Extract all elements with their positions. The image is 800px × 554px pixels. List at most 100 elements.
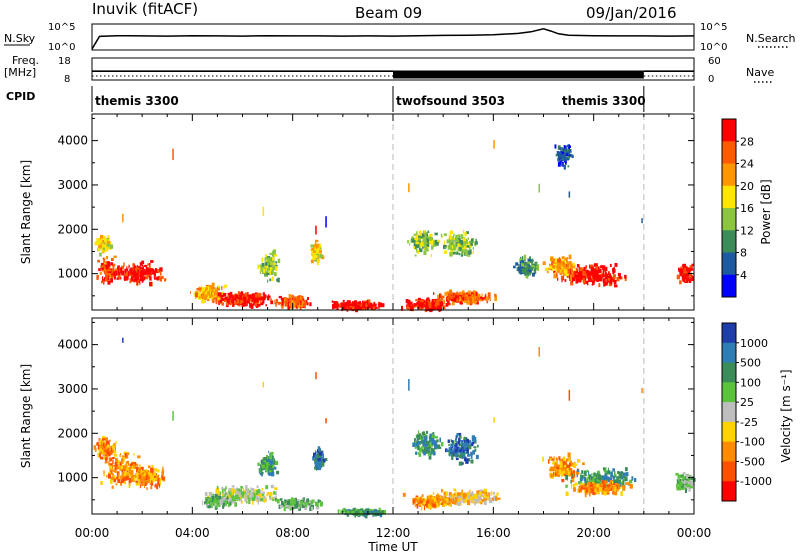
radar-cell: [128, 469, 132, 472]
radar-cell: [455, 250, 457, 253]
radar-cell: [240, 486, 244, 489]
radar-cell: [257, 489, 261, 493]
radar-cell: [467, 298, 469, 302]
radar-cell: [197, 288, 199, 291]
radar-cell: [441, 441, 444, 447]
radar-cell: [265, 262, 268, 266]
radar-cell: [147, 479, 150, 484]
radar-cell: [487, 492, 490, 496]
radar-cell: [149, 281, 152, 287]
radar-cell: [129, 280, 132, 284]
radar-cell: [111, 268, 115, 273]
radar-cell: [245, 497, 250, 500]
radar-cell: [461, 496, 465, 500]
radar-cell: [151, 464, 154, 469]
radar-cell: [291, 505, 294, 508]
radar-cell: [110, 458, 112, 462]
radar-cell: [229, 497, 232, 502]
radar-cell: [527, 261, 529, 265]
radar-cell: [159, 267, 163, 272]
radar-cell: [255, 293, 258, 298]
radar-cell: [426, 243, 430, 247]
radar-cell: [538, 183, 540, 193]
radar-cell: [111, 258, 114, 261]
radar-cell: [618, 481, 621, 485]
radar-cell: [533, 263, 537, 267]
radar-cell: [381, 303, 385, 308]
radar-cell: [426, 504, 430, 508]
cpid-label: CPID: [6, 90, 35, 103]
radar-cell: [207, 291, 210, 295]
radar-cell: [609, 263, 612, 267]
radar-cell: [288, 505, 292, 509]
radar-cell: [139, 484, 141, 489]
radar-cell: [259, 490, 262, 494]
radar-cell: [154, 277, 157, 280]
radar-cell: [451, 440, 454, 443]
radar-cell: [450, 452, 453, 455]
radar-cell: [237, 488, 241, 492]
radar-cell: [269, 454, 273, 460]
radar-cell: [553, 270, 556, 274]
radar-cell: [234, 301, 238, 305]
radar-cell: [568, 145, 571, 148]
radar-cell: [314, 466, 316, 470]
radar-cell: [417, 297, 421, 301]
radar-cell: [602, 265, 606, 270]
radar-cell: [229, 291, 233, 297]
radar-cell: [221, 291, 224, 296]
radar-cell: [250, 487, 252, 491]
radar-cell: [558, 258, 562, 263]
radar-cell: [416, 504, 419, 509]
radar-cell: [260, 459, 264, 463]
radar-cell: [136, 468, 139, 473]
radar-cell: [563, 145, 566, 149]
radar-cell: [568, 457, 570, 462]
radar-cell: [287, 302, 290, 307]
radar-cell: [484, 295, 487, 300]
radar-cell: [231, 495, 233, 499]
radar-cell: [318, 244, 322, 248]
radar-cell: [487, 292, 491, 297]
radar-cell: [310, 504, 314, 508]
radar-cell: [622, 472, 626, 476]
radar-cell: [429, 233, 433, 237]
radar-cell: [101, 438, 105, 441]
radar-cell: [363, 511, 366, 516]
colorbar-swatch: [722, 230, 736, 253]
radar-cell: [227, 294, 229, 299]
radar-cell: [592, 280, 595, 286]
velocity-data: [93, 337, 696, 519]
radar-cell: [324, 458, 328, 461]
radar-cell: [570, 262, 573, 266]
radar-cell: [133, 474, 137, 479]
radar-cell: [319, 254, 323, 259]
radar-cell: [682, 264, 685, 267]
radar-cell: [263, 460, 266, 463]
radar-cell: [460, 492, 463, 496]
radar-cell: [561, 160, 563, 165]
radar-cell: [416, 499, 420, 504]
radar-cell: [106, 243, 110, 247]
radar-cell: [103, 472, 105, 477]
radar-cell: [120, 481, 123, 486]
radar-cell: [275, 491, 277, 496]
radar-cell: [572, 262, 575, 267]
radar-cell: [422, 502, 424, 507]
radar-cell: [202, 300, 207, 304]
radar-cell: [485, 296, 489, 301]
radar-cell: [352, 303, 356, 306]
radar-cell: [593, 472, 596, 477]
radar-cell: [493, 140, 495, 149]
radar-cell: [591, 476, 593, 480]
radar-cell: [466, 292, 468, 295]
radar-cell: [415, 497, 420, 502]
radar-cell: [342, 508, 346, 512]
radar-cell: [490, 498, 492, 502]
radar-cell: [349, 307, 351, 310]
radar-cell: [367, 304, 370, 307]
radar-cell: [110, 278, 113, 283]
colorbar-swatch: [722, 185, 736, 209]
radar-cell: [268, 465, 272, 470]
radar-cell: [250, 496, 253, 500]
